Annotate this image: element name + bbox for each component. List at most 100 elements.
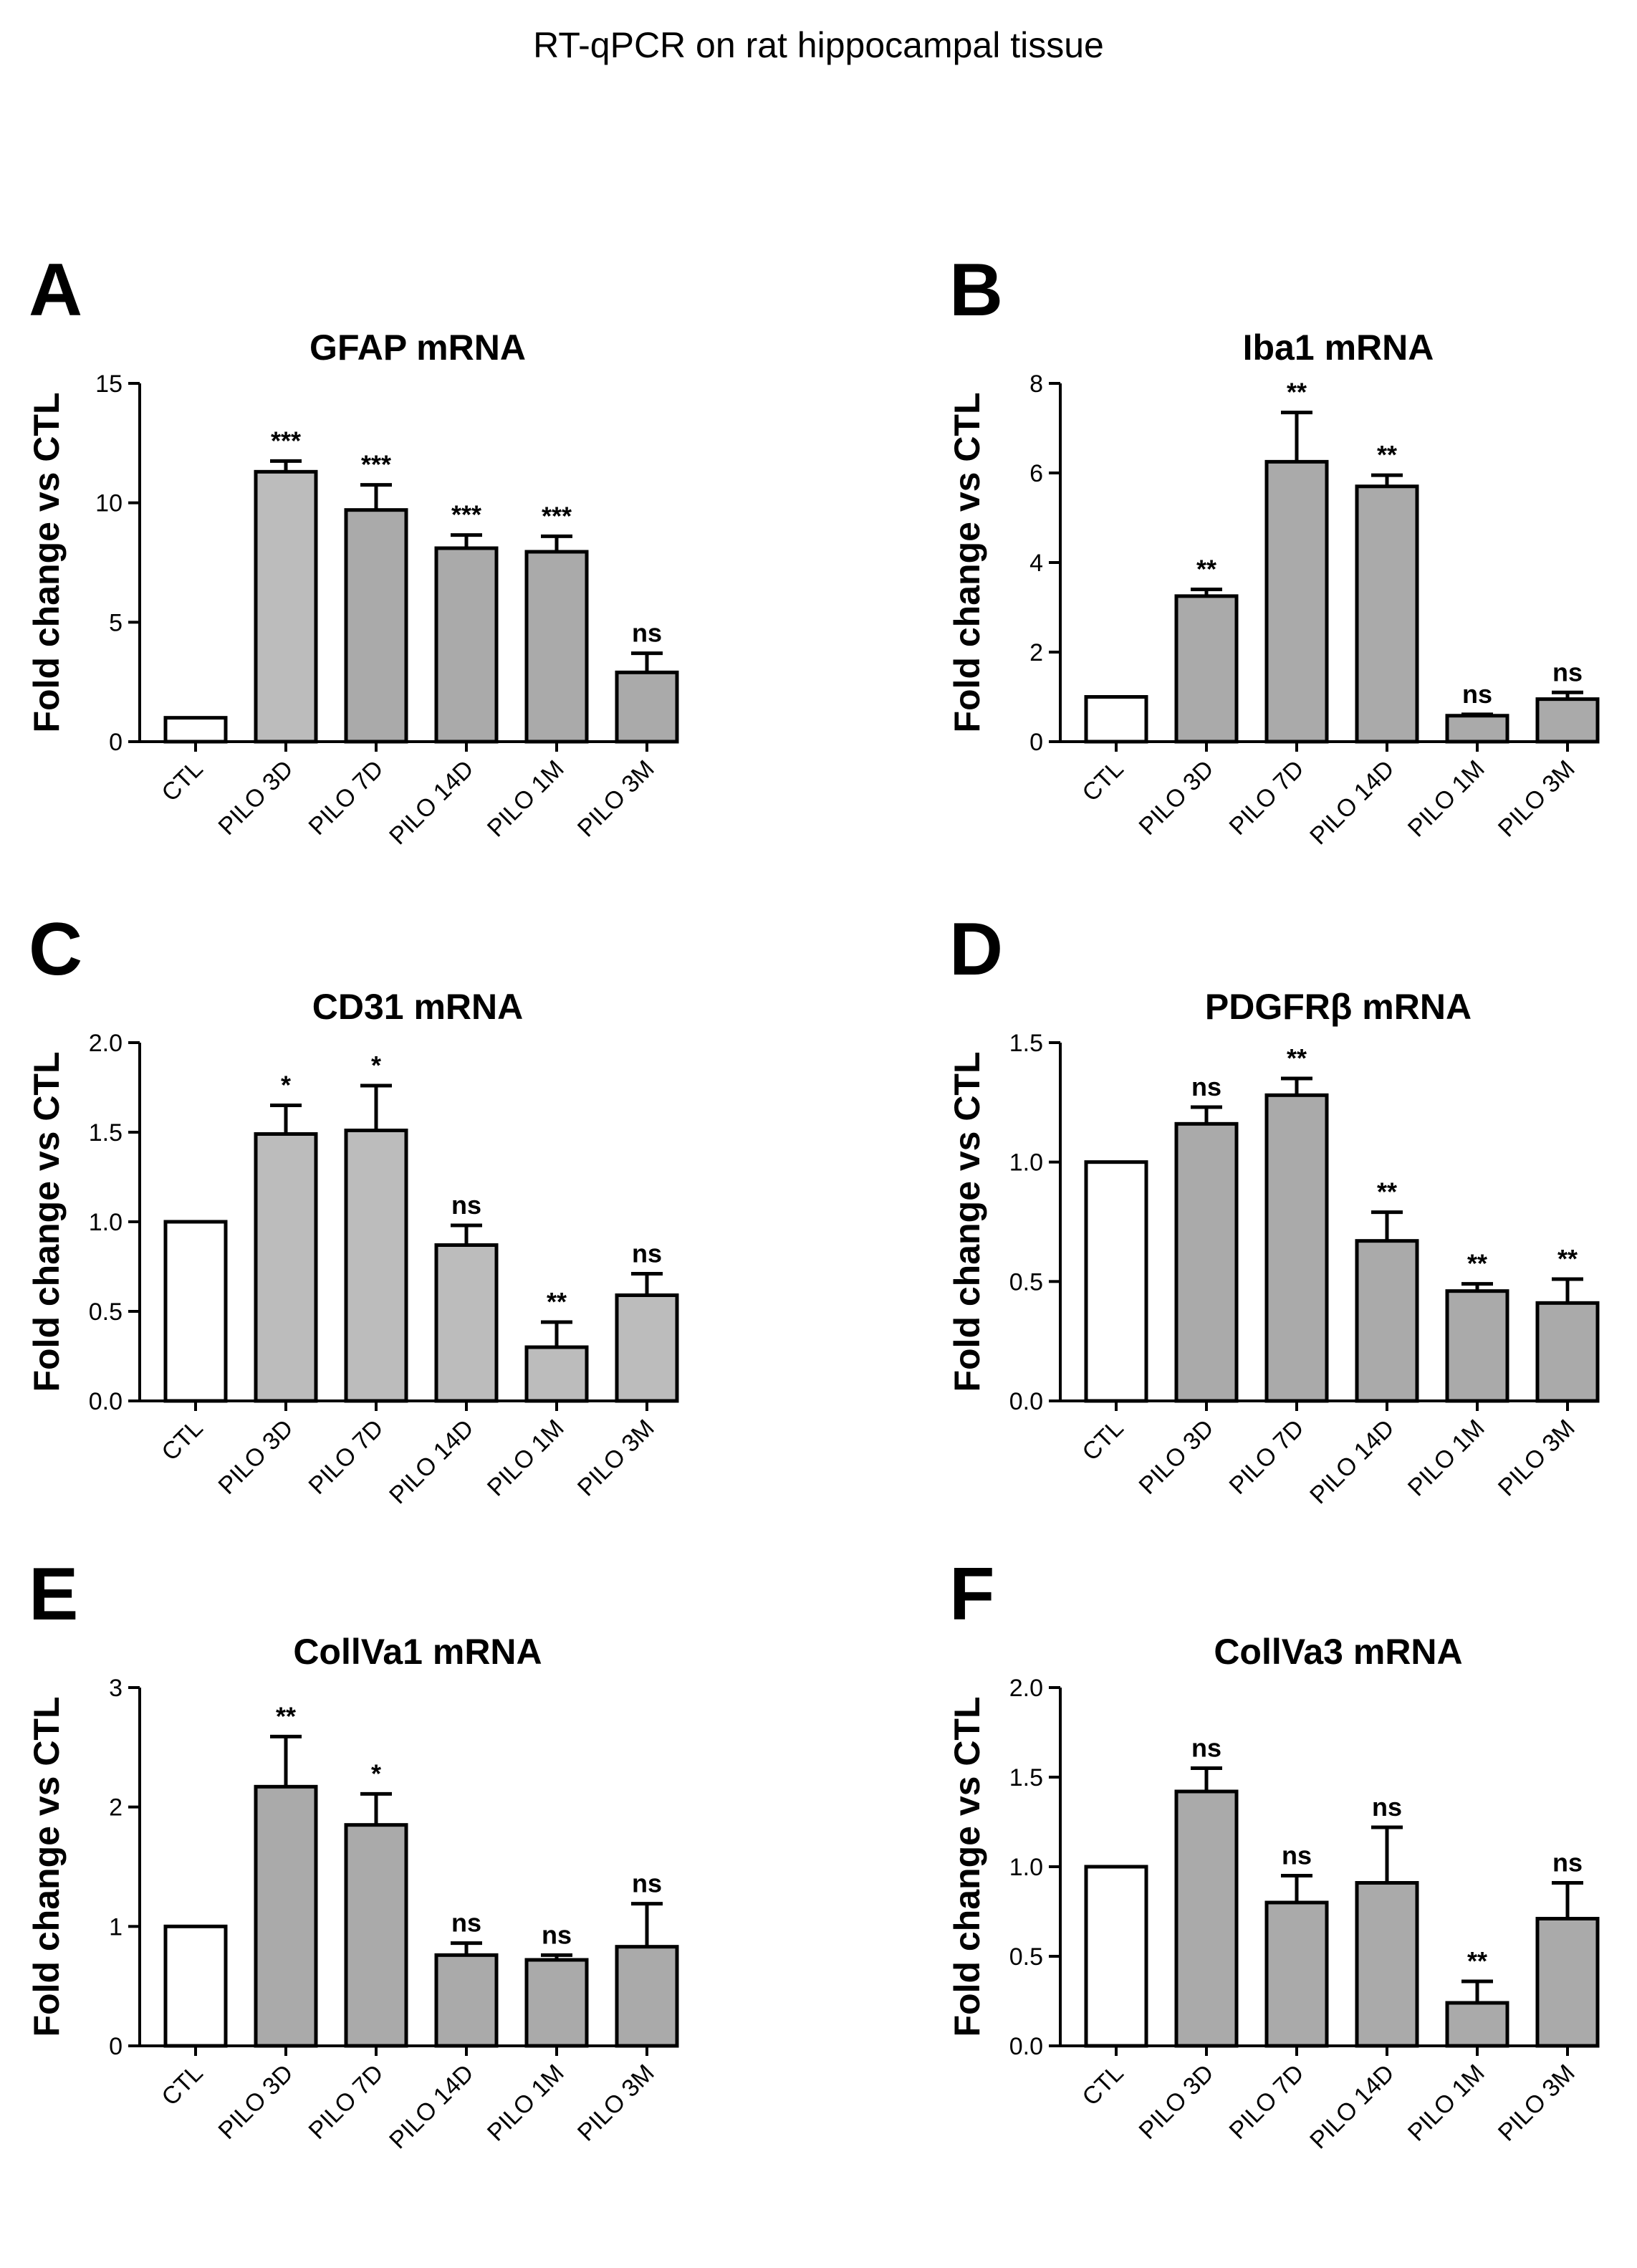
x-tick-label: PILO 14D xyxy=(384,755,479,850)
y-axis-label: Fold change vs CTL xyxy=(947,1051,987,1392)
y-axis-label: Fold change vs CTL xyxy=(947,1696,987,2037)
significance-label: ** xyxy=(1196,555,1216,584)
bar xyxy=(1355,1881,1419,2048)
bar xyxy=(615,1945,679,2048)
significance-label: ** xyxy=(1287,378,1307,407)
bar xyxy=(1264,1093,1329,1403)
x-tick-label: PILO 1M xyxy=(1403,1415,1490,1502)
y-tick-label: 0.0 xyxy=(1009,1388,1043,1415)
x-tick-label: PILO 14D xyxy=(1305,755,1399,850)
y-tick-label: 0.5 xyxy=(1009,1268,1043,1296)
bar xyxy=(524,1345,589,1403)
y-tick-label: 1.0 xyxy=(1009,1854,1043,1881)
x-tick-label: PILO 14D xyxy=(1305,2059,1399,2154)
x-tick-label: PILO 7D xyxy=(304,755,389,841)
y-axis-label: Fold change vs CTL xyxy=(27,1696,67,2037)
x-tick-label: PILO 3M xyxy=(572,755,660,843)
y-tick-label: 3 xyxy=(109,1675,123,1702)
bar xyxy=(254,469,318,744)
panel-letter: D xyxy=(949,908,1003,991)
x-tick-label: PILO 3D xyxy=(1134,1415,1219,1500)
x-tick-label: PILO 3M xyxy=(572,1415,660,1502)
chart-title: PDGFRβ mRNA xyxy=(1205,987,1472,1027)
x-tick-label: PILO 3M xyxy=(1493,1415,1580,1502)
chart-svg: A GFAP mRNA Fold change vs CTL 0 5 10 15 CTL ***… xyxy=(27,249,679,850)
significance-label: ns xyxy=(542,1920,572,1949)
y-tick-label: 1.5 xyxy=(89,1119,123,1147)
bar xyxy=(1535,697,1600,744)
chart-title: Iba1 mRNA xyxy=(1243,327,1434,368)
y-tick-label: 0 xyxy=(109,729,123,756)
x-tick-label: PILO 14D xyxy=(384,2059,479,2154)
x-tick-label: PILO 3D xyxy=(1134,755,1219,841)
significance-label: ** xyxy=(1287,1043,1307,1073)
y-tick-label: 5 xyxy=(109,609,123,636)
x-tick-label: PILO 3M xyxy=(572,2059,660,2147)
panel-letter: A xyxy=(29,249,82,332)
bar xyxy=(1445,714,1509,744)
significance-label: ** xyxy=(547,1287,567,1316)
bar xyxy=(1174,1789,1239,2048)
bar xyxy=(254,1784,318,2048)
x-tick-label: CTL xyxy=(1077,1415,1128,1466)
significance-label: ns xyxy=(1552,1848,1583,1877)
x-tick-label: CTL xyxy=(1077,2059,1128,2111)
significance-label: ** xyxy=(1557,1244,1578,1273)
y-tick-label: 2 xyxy=(1029,639,1043,666)
x-tick-label: PILO 3D xyxy=(213,2059,299,2145)
y-tick-label: 6 xyxy=(1029,460,1043,487)
bar xyxy=(1174,1121,1239,1403)
x-tick-label: PILO 1M xyxy=(482,2059,570,2147)
bar xyxy=(1445,1289,1509,1403)
bar xyxy=(1264,459,1329,744)
x-tick-label: PILO 7D xyxy=(1224,1415,1310,1500)
x-tick-label: PILO 3M xyxy=(1493,2059,1580,2147)
significance-label: ns xyxy=(451,1908,481,1938)
y-tick-label: 2.0 xyxy=(1009,1675,1043,1702)
bar xyxy=(434,1953,499,2048)
x-tick-label: PILO 7D xyxy=(304,1415,389,1500)
bar xyxy=(1084,1865,1148,2048)
significance-label: ns xyxy=(1191,1072,1221,1101)
significance-label: * xyxy=(281,1071,291,1100)
chart-title: CollVa3 mRNA xyxy=(1214,1632,1462,1672)
panel-letter: F xyxy=(949,1553,995,1636)
significance-label: ns xyxy=(1552,657,1583,686)
significance-label: ns xyxy=(1462,679,1492,709)
x-tick-label: CTL xyxy=(1077,755,1128,807)
bar xyxy=(1535,1301,1600,1403)
y-tick-label: 0.0 xyxy=(1009,2033,1043,2060)
x-tick-label: PILO 3D xyxy=(213,755,299,841)
bar xyxy=(524,1958,589,2048)
bar xyxy=(1084,695,1148,744)
y-tick-label: 4 xyxy=(1029,550,1043,577)
panel-a: A GFAP mRNA Fold change vs CTL 0 5 10 15 CTL ***… xyxy=(0,236,788,910)
significance-label: ns xyxy=(632,1869,662,1898)
significance-label: ** xyxy=(1467,1946,1487,1976)
y-tick-label: 2.0 xyxy=(89,1030,123,1057)
significance-label: *** xyxy=(361,450,391,479)
y-axis-label: Fold change vs CTL xyxy=(947,392,987,732)
x-tick-label: PILO 1M xyxy=(482,1415,570,1502)
x-tick-label: PILO 3D xyxy=(213,1415,299,1500)
y-tick-label: 0.5 xyxy=(1009,1943,1043,1971)
y-axis-label: Fold change vs CTL xyxy=(27,1051,67,1392)
bar xyxy=(1535,1917,1600,2048)
bar xyxy=(1174,594,1239,744)
chart-title: GFAP mRNA xyxy=(309,327,526,368)
y-tick-label: 1.5 xyxy=(1009,1764,1043,1791)
bar xyxy=(434,1243,499,1403)
x-tick-label: CTL xyxy=(156,755,208,807)
bar xyxy=(1355,1239,1419,1403)
y-tick-label: 2 xyxy=(109,1794,123,1822)
significance-label: ** xyxy=(1377,1177,1397,1207)
bar xyxy=(434,546,499,744)
bar xyxy=(163,1924,228,2048)
bar xyxy=(1355,484,1419,744)
significance-label: ** xyxy=(276,1701,296,1731)
bar xyxy=(163,1220,228,1403)
bar xyxy=(1445,2001,1509,2048)
significance-label: ns xyxy=(1282,1841,1312,1870)
bar xyxy=(344,1823,408,2048)
panel-f: F CollVa3 mRNA Fold change vs CTL 0.0 0.5 1.0… xyxy=(921,1541,1637,2214)
